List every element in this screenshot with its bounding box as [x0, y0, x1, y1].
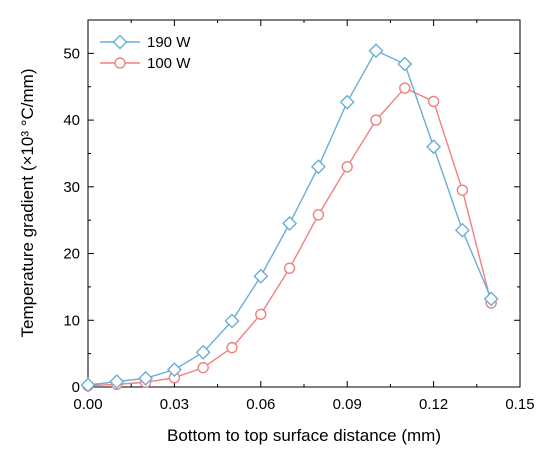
data-point-100w — [226, 341, 238, 354]
y-tick-label: 50 — [63, 45, 80, 62]
y-tick-label: 20 — [63, 246, 80, 263]
legend-label-190w: 190 W — [147, 34, 191, 51]
data-point-100w — [399, 82, 411, 94]
legend-label-100w: 100 W — [147, 55, 191, 72]
data-point-100w — [255, 308, 267, 320]
x-tick-label: 0.06 — [246, 396, 275, 413]
x-tick-label: 0.12 — [419, 396, 448, 413]
y-tick-label: 10 — [63, 312, 80, 329]
plot-frame — [87, 19, 521, 388]
legend-marker-100w — [114, 57, 126, 69]
data-point-190w — [253, 268, 269, 284]
data-point-190w — [195, 344, 211, 360]
data-point-190w — [109, 374, 125, 390]
data-point-190w — [282, 216, 298, 232]
data-point-190w — [368, 43, 384, 59]
data-point-100w — [283, 262, 296, 274]
ticks: 0.00 0.03 0.06 0.09 0.12 0.15 0 10 20 30 40 50 — [63, 19, 535, 413]
data-point-190w — [310, 159, 326, 175]
legend-marker-190w — [112, 34, 128, 50]
data-point-190w — [138, 370, 154, 386]
y-axis-title: Temperature gradient (×10³ °C/mm) — [18, 69, 37, 338]
data-point-190w — [166, 362, 182, 378]
data-point-190w — [397, 56, 413, 72]
data-point-100w — [456, 184, 469, 196]
x-tick-label: 0.09 — [333, 396, 362, 413]
data-point-100w — [312, 209, 325, 221]
legend: 190 W 100 W — [100, 34, 191, 72]
y-tick-label: 0 — [72, 379, 80, 396]
data-point-190w — [483, 291, 499, 307]
data-point-100w — [370, 114, 382, 126]
x-tick-label: 0.00 — [73, 396, 102, 413]
x-tick-label: 0.15 — [505, 396, 534, 413]
data-point-100w — [197, 361, 209, 374]
data-point-190w — [80, 377, 96, 393]
data-point-190w — [339, 94, 355, 110]
y-tick-label: 40 — [63, 112, 80, 129]
x-axis-title: Bottom to top surface distance (mm) — [167, 426, 441, 445]
series-line-100w — [87, 87, 492, 387]
series-layer — [80, 43, 499, 393]
data-point-190w — [426, 139, 442, 155]
data-point-190w — [454, 222, 470, 238]
data-point-100w — [427, 95, 440, 108]
x-tick-label: 0.03 — [160, 396, 189, 413]
data-point-100w — [341, 161, 353, 173]
y-tick-label: 30 — [63, 179, 80, 196]
data-point-190w — [224, 313, 240, 329]
